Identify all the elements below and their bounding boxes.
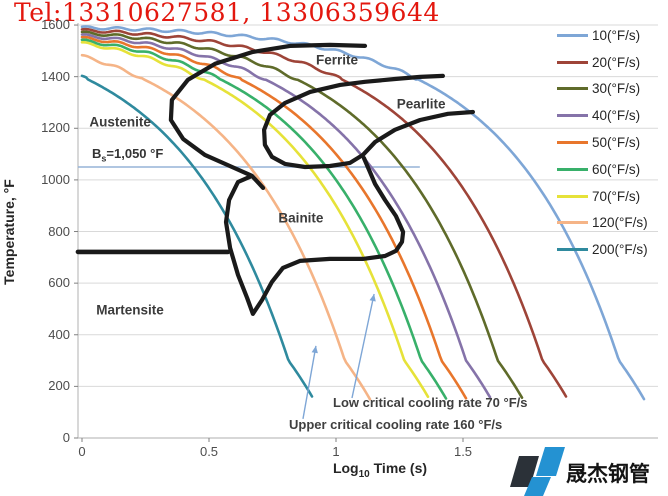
region-label-pearlite: Pearlite <box>396 96 446 112</box>
y-tick-label-1200: 1200 <box>41 120 70 136</box>
legend-swatch-20 <box>557 60 588 64</box>
x-tick-label-1.5: 1.5 <box>453 444 473 459</box>
legend-item-200: 200(°F/s) <box>557 236 648 263</box>
legend: 10(°F/s) 20(°F/s) 30(°F/s) 40(°F/s) 50(°F/s)… <box>557 22 648 263</box>
bs-label-rest: =1,050 °F <box>106 146 164 161</box>
annotation-upper-critical-rate: Upper critical cooling rate 160 °F/s <box>289 417 503 432</box>
region-label-austenite: Austenite <box>89 114 151 130</box>
legend-swatch-200 <box>557 248 588 252</box>
cooling-curve-120 <box>80 53 372 401</box>
bs-temperature-label: Bs=1,050 °F <box>92 146 163 164</box>
y-tick-label-1000: 1000 <box>41 171 70 187</box>
legend-label-200: 200(°F/s) <box>592 242 648 258</box>
legend-label-10: 10(°F/s) <box>592 27 641 43</box>
legend-item-60: 60(°F/s) <box>557 156 648 183</box>
cooling-curve-30 <box>80 30 524 400</box>
logo-shape-blue-lower <box>524 477 551 496</box>
y-tick-label-200: 200 <box>48 378 70 394</box>
cooling-curve-10 <box>80 25 646 401</box>
cooling-curve-50 <box>80 35 468 400</box>
cooling-curve-70 <box>80 40 430 399</box>
legend-swatch-60 <box>557 167 588 171</box>
x-axis-title-rest: Time (s) <box>369 460 428 476</box>
annotation-low-critical-rate: Low critical cooling rate 70 °F/s <box>333 395 528 410</box>
tel-watermark-text: Tel:13310627581, 13306359644 <box>14 0 440 27</box>
x-tick-label-0.5: 0.5 <box>199 444 219 459</box>
legend-label-50: 50(°F/s) <box>592 135 641 151</box>
boundary-pearlite <box>262 73 475 170</box>
logo-shape-blue-upper <box>536 447 565 476</box>
legend-item-10: 10(°F/s) <box>557 22 648 49</box>
boundary-bainite <box>223 155 406 316</box>
legend-label-120: 120(°F/s) <box>592 215 648 231</box>
y-axis-title: Temperature, °F <box>1 179 17 285</box>
x-axis-title-sub: 10 <box>358 468 370 480</box>
legend-item-50: 50(°F/s) <box>557 129 648 156</box>
legend-label-30: 30(°F/s) <box>592 81 641 97</box>
region-label-martensite: Martensite <box>96 302 164 318</box>
logo-mark <box>510 447 565 496</box>
legend-item-40: 40(°F/s) <box>557 102 648 129</box>
legend-swatch-120 <box>557 221 588 225</box>
legend-swatch-70 <box>557 194 588 198</box>
annotation-arrow-1 <box>302 345 317 420</box>
annotation-arrowhead-1 <box>311 345 318 354</box>
y-tick-label-1600: 1600 <box>41 17 70 33</box>
y-tick-label-1400: 1400 <box>41 68 70 84</box>
boundary-ferrite-start <box>168 42 368 190</box>
legend-swatch-10 <box>557 33 588 37</box>
legend-item-120: 120(°F/s) <box>557 210 648 237</box>
x-tick-label-0: 0 <box>78 444 86 459</box>
legend-item-20: 20(°F/s) <box>557 49 648 76</box>
logo-text: 晟杰钢管 <box>566 462 650 486</box>
legend-label-70: 70(°F/s) <box>592 188 641 204</box>
region-label-bainite: Bainite <box>278 210 324 226</box>
legend-swatch-50 <box>557 141 588 145</box>
annotation-arrow-0 <box>351 293 375 399</box>
y-tick-label-800: 800 <box>48 223 70 239</box>
legend-label-20: 20(°F/s) <box>592 54 641 70</box>
y-tick-label-400: 400 <box>48 326 70 342</box>
legend-label-40: 40(°F/s) <box>592 108 641 124</box>
legend-item-70: 70(°F/s) <box>557 183 648 210</box>
bs-label-b: B <box>92 146 102 161</box>
cooling-curve-20 <box>80 27 568 398</box>
legend-swatch-40 <box>557 114 588 118</box>
cooling-curve-200 <box>80 74 314 398</box>
legend-item-30: 30(°F/s) <box>557 76 648 103</box>
cooling-curve-40 <box>80 33 492 399</box>
legend-swatch-30 <box>557 87 588 91</box>
x-axis-title: Log10 Time (s) <box>300 460 460 480</box>
legend-label-60: 60(°F/s) <box>592 161 641 177</box>
y-tick-label-600: 600 <box>48 275 70 291</box>
company-logo: 晟杰钢管 <box>505 440 668 496</box>
annotation-arrowhead-0 <box>369 294 376 302</box>
x-tick-label-1: 1 <box>332 444 340 459</box>
bs-label-sub: s <box>101 153 107 164</box>
y-tick-label-0: 0 <box>62 430 70 445</box>
x-axis-title-main: Log <box>332 460 359 476</box>
region-label-ferrite: Ferrite <box>316 52 359 68</box>
cooling-curve-60 <box>80 38 448 400</box>
